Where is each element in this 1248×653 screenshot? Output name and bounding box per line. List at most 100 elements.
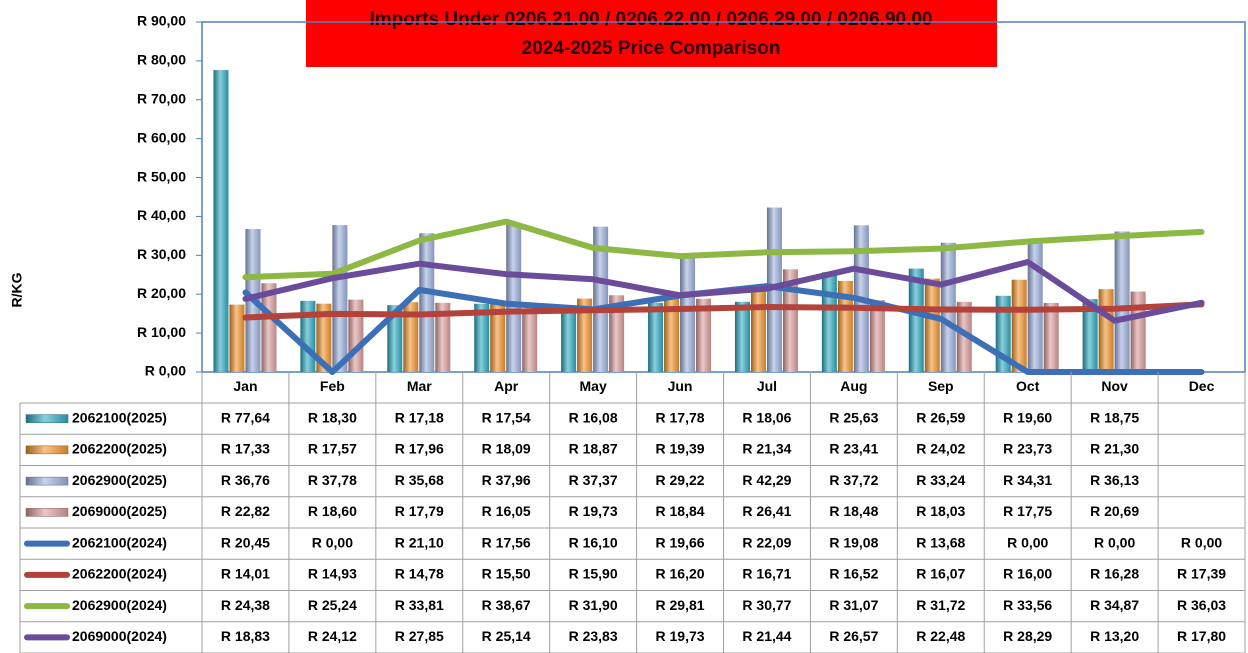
bar — [403, 302, 419, 372]
table-cell: R 22,48 — [916, 628, 965, 644]
table-cell: R 17,56 — [482, 534, 531, 550]
chart-title: Imports Under 0206.21.00 / 0206.22.00 / … — [369, 9, 932, 30]
table-cell: R 0,00 — [1094, 534, 1135, 550]
bar — [419, 233, 435, 372]
bar — [609, 295, 625, 372]
table-cell: R 18,83 — [221, 628, 270, 644]
bar — [1043, 302, 1059, 372]
table-cell: R 31,07 — [829, 597, 878, 613]
table-cell: R 15,90 — [569, 566, 618, 582]
table-cell: R 24,12 — [308, 628, 357, 644]
bar — [474, 303, 490, 372]
bar — [348, 299, 364, 372]
table-cell: R 19,73 — [569, 503, 618, 519]
table-cell: R 18,30 — [308, 409, 357, 425]
table-cell: R 20,45 — [221, 534, 270, 550]
table-cell: R 19,08 — [829, 534, 878, 550]
table-cell: R 24,38 — [221, 597, 270, 613]
legend-label: 2062100(2025) — [72, 409, 167, 425]
table-cell: R 36,03 — [1177, 597, 1226, 613]
bar — [1114, 231, 1130, 372]
table-cell: R 17,78 — [656, 409, 705, 425]
table-cell: R 17,75 — [1003, 503, 1052, 519]
table-cell: R 17,57 — [308, 441, 357, 457]
table-cell: R 23,73 — [1003, 441, 1052, 457]
table-cell: R 15,50 — [482, 566, 531, 582]
bar — [316, 303, 332, 372]
table-cell: R 16,07 — [916, 566, 965, 582]
table-cell: R 29,81 — [656, 597, 705, 613]
table-cell: R 16,71 — [742, 566, 791, 582]
legend-key — [25, 476, 69, 486]
x-tick-label: Oct — [1016, 378, 1040, 394]
bar — [782, 269, 798, 372]
table-cell: R 35,68 — [395, 472, 444, 488]
bar — [908, 268, 924, 372]
chart-subtitle: 2024-2025 Price Comparison — [522, 38, 781, 59]
table-cell: R 37,78 — [308, 472, 357, 488]
legend-key — [25, 445, 69, 455]
y-tick-label: R 80,00 — [137, 52, 186, 68]
bar — [213, 70, 229, 373]
x-tick-label: Nov — [1101, 378, 1128, 394]
table-cell: R 19,73 — [656, 628, 705, 644]
line — [242, 301, 1205, 321]
table-cell: R 16,20 — [656, 566, 705, 582]
legend-key — [25, 508, 69, 517]
table-cell: R 21,34 — [742, 441, 791, 457]
table-cell: R 18,84 — [656, 503, 705, 519]
bar — [924, 278, 940, 372]
bar — [696, 298, 712, 372]
y-tick-label: R 60,00 — [137, 129, 186, 145]
bar — [734, 301, 750, 372]
bar — [1027, 238, 1043, 372]
table-cell: R 18,87 — [569, 441, 618, 457]
legend-label: 2069000(2025) — [72, 503, 167, 519]
table-cell: R 23,41 — [829, 441, 878, 457]
bar — [869, 300, 885, 372]
table-cell: R 25,63 — [829, 409, 878, 425]
table-cell: R 77,64 — [221, 409, 270, 425]
table-cell: R 28,29 — [1003, 628, 1052, 644]
table-cell: R 18,03 — [916, 503, 965, 519]
table-cell: R 13,68 — [916, 534, 965, 550]
table-cell: R 17,96 — [395, 441, 444, 457]
y-tick-label: R 40,00 — [137, 207, 186, 223]
bar — [506, 224, 522, 372]
y-tick-label: R 70,00 — [137, 90, 186, 106]
table-cell: R 30,77 — [742, 597, 791, 613]
bar — [387, 305, 403, 372]
bar — [664, 296, 680, 372]
table-cell: R 20,69 — [1090, 503, 1139, 519]
table-cell: R 16,08 — [569, 409, 618, 425]
bar — [750, 289, 766, 372]
table-cell: R 33,56 — [1003, 597, 1052, 613]
line — [242, 218, 1205, 281]
table-cell: R 31,90 — [569, 597, 618, 613]
y-tick-label: R 50,00 — [137, 168, 186, 184]
table-cell: R 29,22 — [656, 472, 705, 488]
table-cell: R 34,31 — [1003, 472, 1052, 488]
table-cell: R 17,33 — [221, 441, 270, 457]
table-cell: R 18,06 — [742, 409, 791, 425]
table-cell: R 18,75 — [1090, 409, 1139, 425]
table-cell: R 16,05 — [482, 503, 531, 519]
line — [242, 259, 1205, 324]
bar — [1011, 279, 1027, 372]
table-cell: R 17,39 — [1177, 566, 1226, 582]
x-tick-label: Feb — [320, 378, 345, 394]
legend-label: 2062900(2025) — [72, 472, 167, 488]
table-cell: R 14,93 — [308, 566, 357, 582]
table-cell: R 34,87 — [1090, 597, 1139, 613]
x-tick-label: Mar — [407, 378, 432, 394]
table-cell: R 13,20 — [1090, 628, 1139, 644]
bar — [332, 225, 348, 372]
table-cell: R 0,00 — [1007, 534, 1048, 550]
table-cell: R 16,10 — [569, 534, 618, 550]
table-cell: R 37,37 — [569, 472, 618, 488]
table-cell: R 19,60 — [1003, 409, 1052, 425]
bar — [837, 280, 853, 372]
bar — [261, 283, 277, 372]
table-cell: R 42,29 — [742, 472, 791, 488]
